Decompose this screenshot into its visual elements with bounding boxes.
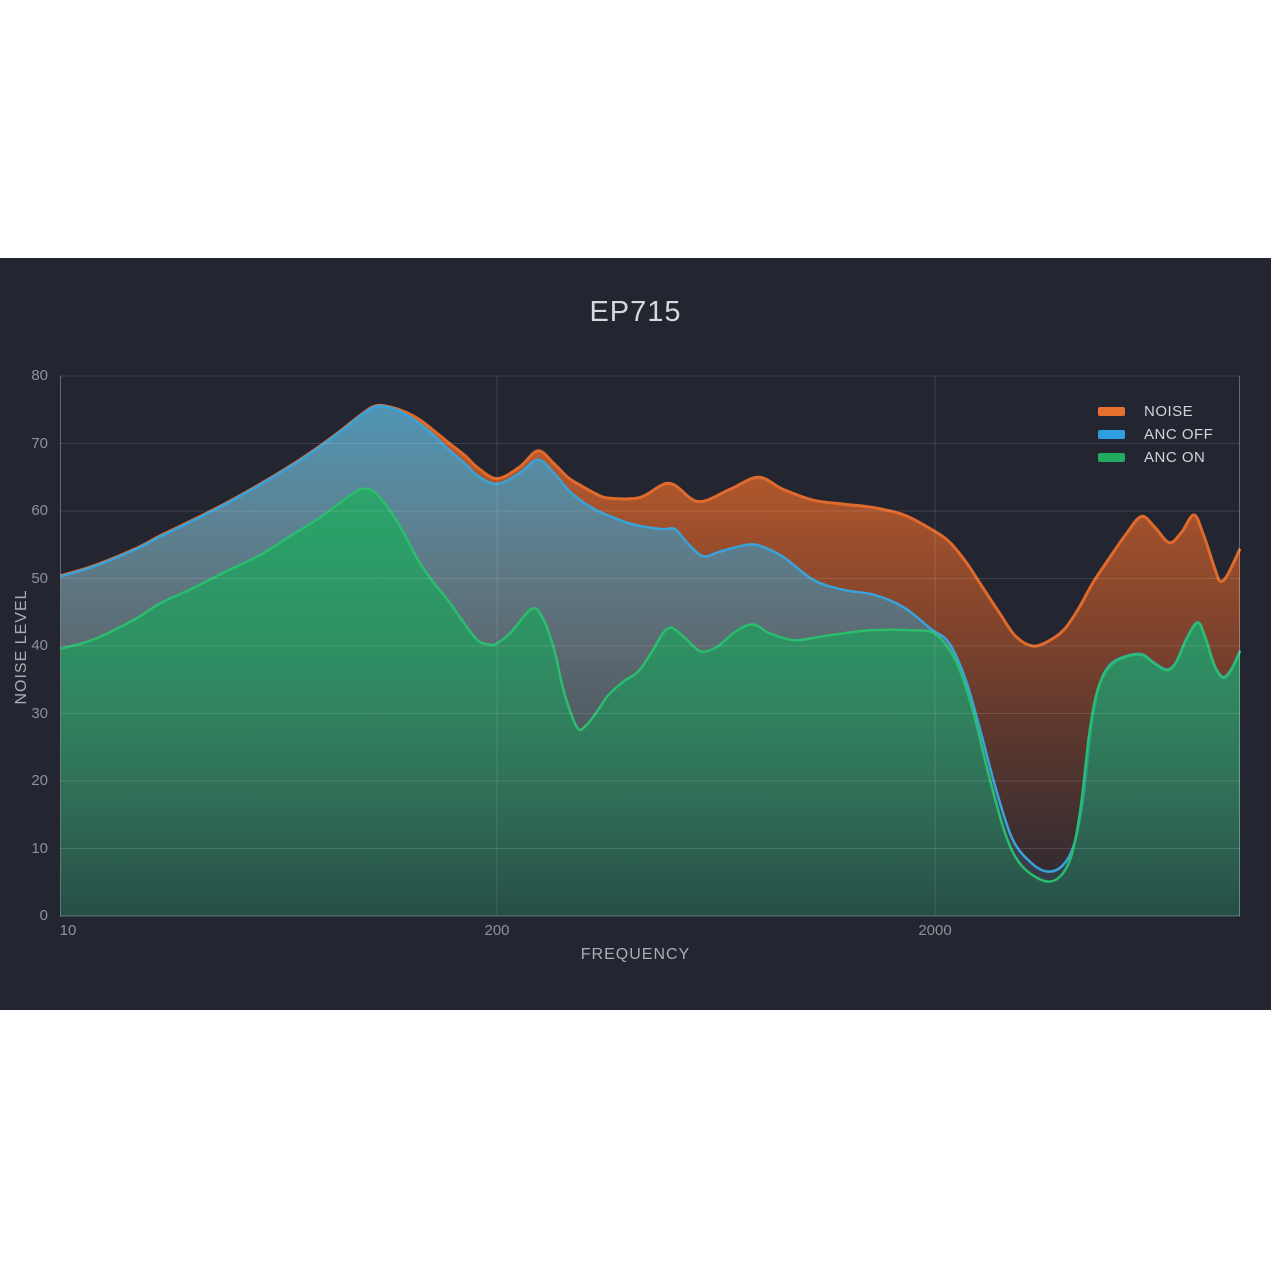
x-tick-2000: 2000 [918,922,952,939]
y-tick-10: 10 [31,839,48,857]
y-tick-30: 30 [31,704,48,722]
y-tick-40: 40 [31,637,48,654]
legend-label-anc-on: ANC ON [1144,449,1206,466]
y-tick-20: 20 [31,772,48,789]
y-tick-50: 50 [31,569,48,587]
chart-svg [60,375,1242,917]
series-anc-on-line [60,487,1242,883]
series-anc-on-area [60,488,1241,916]
y-tick-60: 60 [31,502,48,519]
legend-swatch-anc-on [1098,453,1125,462]
y-tick-0: 0 [39,907,48,924]
legend: NOISE ANC OFF ANC ON [1098,400,1213,469]
legend-item-anc-on[interactable]: ANC ON [1098,446,1213,469]
y-tick-70: 70 [31,434,48,452]
plot-area [60,375,1242,917]
x-tick-10: 10 [59,922,77,939]
chart-title: EP715 [589,296,682,328]
legend-label-noise: NOISE [1144,403,1194,420]
gridlines [60,375,1240,917]
legend-item-noise[interactable]: NOISE [1098,400,1213,423]
legend-label-anc-off: ANC OFF [1144,426,1214,443]
x-tick-200: 200 [484,922,510,939]
legend-item-anc-off[interactable]: ANC OFF [1098,423,1213,446]
x-axis-label: FREQUENCY [580,946,691,963]
legend-swatch-noise [1098,407,1125,416]
legend-swatch-anc-off [1098,430,1125,439]
y-tick-80: 80 [31,367,48,384]
chart-panel: EP715 NOISE LEVEL FREQUENCY 0 10 20 30 40 50 6… [0,258,1271,1010]
